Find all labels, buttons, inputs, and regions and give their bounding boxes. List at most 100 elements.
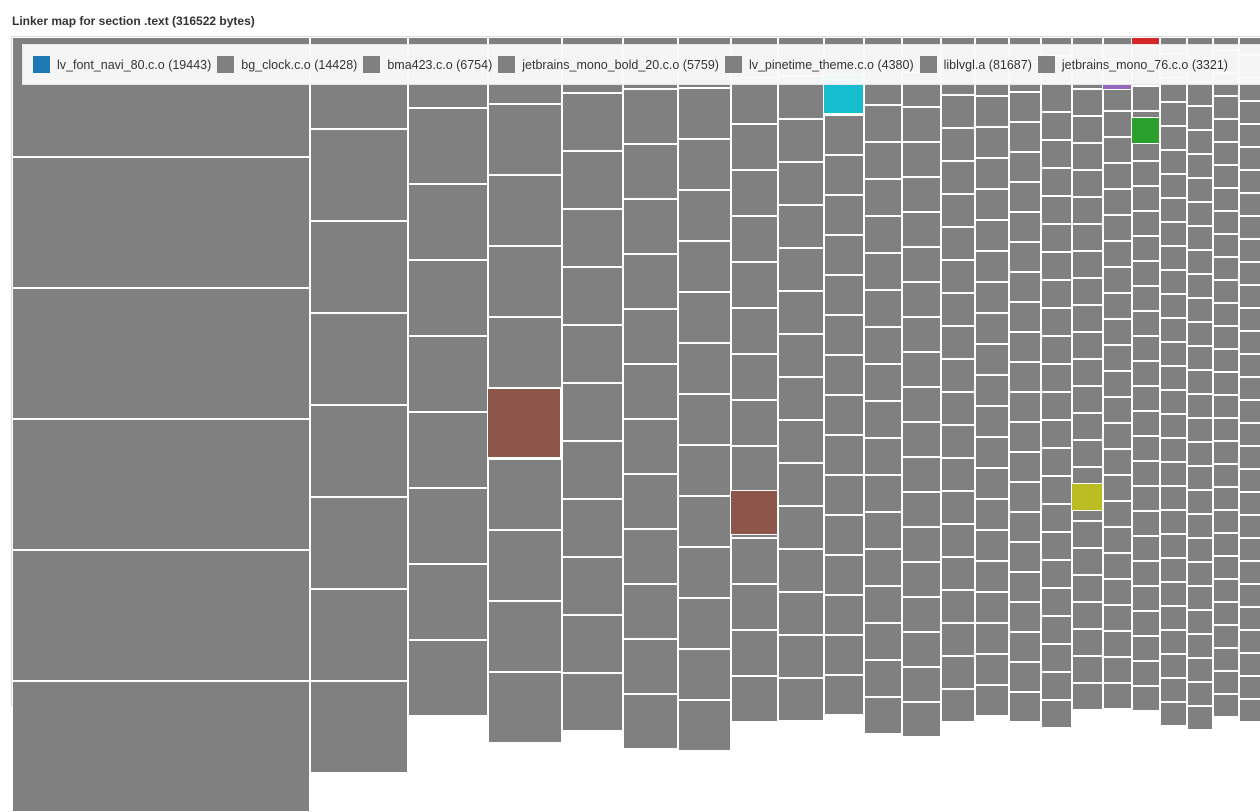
treemap-cell[interactable] <box>1103 371 1132 397</box>
treemap-cell[interactable] <box>1160 462 1187 486</box>
treemap-cell-highlighted[interactable] <box>730 490 778 535</box>
treemap-cell[interactable] <box>1103 267 1132 293</box>
treemap-cell[interactable] <box>1132 586 1160 611</box>
treemap-cell[interactable] <box>310 589 408 681</box>
treemap-cell[interactable] <box>1103 475 1132 501</box>
treemap-cell[interactable] <box>310 497 408 589</box>
treemap-cell[interactable] <box>731 308 778 354</box>
treemap-cell[interactable] <box>1041 168 1072 196</box>
treemap-cell[interactable] <box>731 124 778 170</box>
treemap-cell[interactable] <box>488 601 562 672</box>
treemap-cell[interactable] <box>1072 656 1103 683</box>
treemap-cell[interactable] <box>778 334 824 377</box>
treemap-cell[interactable] <box>778 377 824 420</box>
treemap-cell[interactable] <box>975 468 1009 499</box>
treemap-cell[interactable] <box>1041 252 1072 280</box>
treemap-cell[interactable] <box>1187 610 1213 634</box>
treemap-cell[interactable] <box>975 282 1009 313</box>
treemap-cell[interactable] <box>864 216 902 253</box>
treemap-cell[interactable] <box>1160 486 1187 510</box>
treemap-cell[interactable] <box>678 343 731 394</box>
treemap-cell[interactable] <box>1239 584 1260 607</box>
treemap-cell[interactable] <box>623 419 678 474</box>
treemap-cell[interactable] <box>864 142 902 179</box>
treemap-cell[interactable] <box>1041 140 1072 168</box>
treemap-cell[interactable] <box>1132 336 1160 361</box>
treemap-cell[interactable] <box>1187 634 1213 658</box>
treemap-cell[interactable] <box>824 395 864 435</box>
treemap-cell[interactable] <box>1213 257 1239 280</box>
treemap-cell[interactable] <box>1239 331 1260 354</box>
treemap-cell[interactable] <box>562 267 623 325</box>
treemap-cell[interactable] <box>1160 366 1187 390</box>
treemap-cell[interactable] <box>1009 602 1041 632</box>
treemap-cell[interactable] <box>1213 96 1239 119</box>
treemap-cell[interactable] <box>1160 606 1187 630</box>
treemap-cell[interactable] <box>1239 308 1260 331</box>
treemap-cell[interactable] <box>1160 702 1187 726</box>
treemap-cell[interactable] <box>1187 418 1213 442</box>
treemap-cell[interactable] <box>1132 461 1160 486</box>
treemap-cell[interactable] <box>310 681 408 773</box>
treemap-cell[interactable] <box>1072 278 1103 305</box>
treemap-cell[interactable] <box>1103 293 1132 319</box>
treemap-cell[interactable] <box>941 656 975 689</box>
treemap-cell[interactable] <box>1187 178 1213 202</box>
treemap-cell[interactable] <box>1239 469 1260 492</box>
treemap-cell[interactable] <box>1239 239 1260 262</box>
treemap-cell[interactable] <box>1187 322 1213 346</box>
treemap-cell[interactable] <box>1132 186 1160 211</box>
treemap-cell[interactable] <box>678 292 731 343</box>
treemap-cell[interactable] <box>975 189 1009 220</box>
treemap-cell[interactable] <box>1160 126 1187 150</box>
legend-item[interactable]: lv_font_navi_80.c.o (19443) <box>33 56 211 73</box>
treemap-cell[interactable] <box>941 590 975 623</box>
treemap-cell[interactable] <box>1009 572 1041 602</box>
treemap-cell[interactable] <box>1009 422 1041 452</box>
treemap-cell[interactable] <box>824 635 864 675</box>
treemap-cell[interactable] <box>1009 632 1041 662</box>
treemap-cell[interactable] <box>1239 607 1260 630</box>
treemap-cell[interactable] <box>623 474 678 529</box>
treemap-cell[interactable] <box>1132 536 1160 561</box>
treemap-cell[interactable] <box>1041 84 1072 112</box>
treemap-cell[interactable] <box>778 635 824 678</box>
treemap-cell[interactable] <box>1187 274 1213 298</box>
treemap-cell[interactable] <box>1132 636 1160 661</box>
treemap-cell[interactable] <box>623 89 678 144</box>
treemap-cell[interactable] <box>1009 482 1041 512</box>
treemap-cell[interactable] <box>562 673 623 731</box>
treemap-cell[interactable] <box>1132 386 1160 411</box>
treemap-cell[interactable] <box>1160 630 1187 654</box>
treemap-cell[interactable] <box>975 406 1009 437</box>
treemap-cell[interactable] <box>1009 662 1041 692</box>
treemap-cell[interactable] <box>902 107 941 142</box>
treemap-cell[interactable] <box>902 702 941 737</box>
treemap-cell[interactable] <box>310 405 408 497</box>
treemap-cell[interactable] <box>1072 575 1103 602</box>
treemap-cell[interactable] <box>778 678 824 721</box>
treemap-cell[interactable] <box>623 639 678 694</box>
treemap-cell[interactable] <box>1239 630 1260 653</box>
treemap-cell[interactable] <box>1132 286 1160 311</box>
treemap-cell[interactable] <box>1187 250 1213 274</box>
treemap-cell[interactable] <box>941 392 975 425</box>
treemap-cell[interactable] <box>1103 579 1132 605</box>
treemap-cell[interactable] <box>1160 246 1187 270</box>
treemap-cell[interactable] <box>310 129 408 221</box>
treemap-cell[interactable] <box>678 88 731 139</box>
treemap-cell[interactable] <box>1072 440 1103 467</box>
treemap-cell[interactable] <box>864 401 902 438</box>
treemap-cell[interactable] <box>1160 534 1187 558</box>
treemap-cell[interactable] <box>824 275 864 315</box>
treemap-cell[interactable] <box>824 515 864 555</box>
legend-item[interactable]: bg_clock.c.o (14428) <box>217 56 357 73</box>
treemap-cell[interactable] <box>12 419 310 550</box>
treemap-cell[interactable] <box>731 584 778 630</box>
treemap-cell[interactable] <box>1239 423 1260 446</box>
treemap-cell[interactable] <box>778 549 824 592</box>
treemap-cell[interactable] <box>1213 349 1239 372</box>
treemap-cell[interactable] <box>941 128 975 161</box>
treemap-cell[interactable] <box>1132 611 1160 636</box>
treemap-cell[interactable] <box>562 209 623 267</box>
